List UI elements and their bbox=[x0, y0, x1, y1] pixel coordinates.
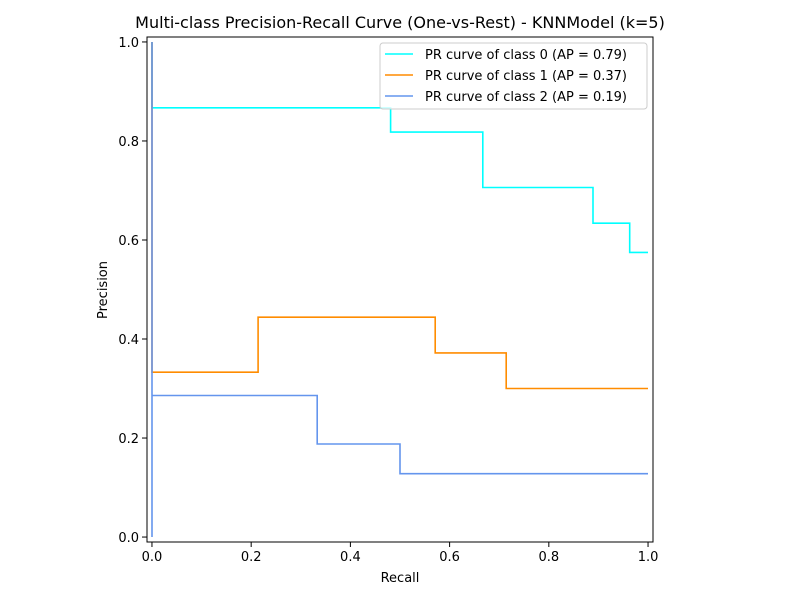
legend-label-class-0: PR curve of class 0 (AP = 0.79) bbox=[425, 48, 627, 63]
pr-curve-class-1 bbox=[151, 42, 648, 390]
pr-curve-class-0 bbox=[151, 42, 648, 254]
y-tick-label: 0.0 bbox=[118, 531, 139, 546]
legend-box bbox=[379, 42, 648, 110]
y-axis-label: Precision bbox=[96, 261, 111, 319]
x-tick-label: 0.8 bbox=[538, 550, 559, 565]
y-tick-label: 0.4 bbox=[118, 333, 139, 348]
y-tick-label: 0.8 bbox=[118, 135, 139, 150]
plot-lines bbox=[151, 42, 648, 537]
legend-label-class-2: PR curve of class 2 (AP = 0.19) bbox=[425, 90, 627, 105]
x-tick-label: 0.4 bbox=[340, 550, 361, 565]
y-tick-label: 0.2 bbox=[118, 432, 139, 447]
x-tick-label: 0.6 bbox=[439, 550, 460, 565]
y-tick-label: 0.6 bbox=[118, 234, 139, 249]
legend: PR curve of class 0 (AP = 0.79) PR curve … bbox=[379, 42, 648, 110]
plot-frame bbox=[146, 36, 654, 543]
x-tick-label: 0.0 bbox=[142, 550, 163, 565]
pr-curve-class-2 bbox=[151, 42, 648, 537]
legend-label-class-1: PR curve of class 1 (AP = 0.37) bbox=[425, 69, 627, 84]
y-axis: 0.0 0.2 0.4 0.6 0.8 1.0 bbox=[118, 36, 147, 546]
x-tick-label: 0.2 bbox=[241, 550, 262, 565]
chart-title: Multi-class Precision-Recall Curve (One-… bbox=[135, 13, 665, 32]
x-tick-label: 1.0 bbox=[638, 550, 659, 565]
x-axis: 0.0 0.2 0.4 0.6 0.8 1.0 bbox=[142, 542, 659, 565]
y-tick-label: 1.0 bbox=[118, 36, 139, 51]
legend-entries: PR curve of class 0 (AP = 0.79) PR curve … bbox=[385, 48, 627, 105]
x-axis-label: Recall bbox=[381, 571, 420, 586]
